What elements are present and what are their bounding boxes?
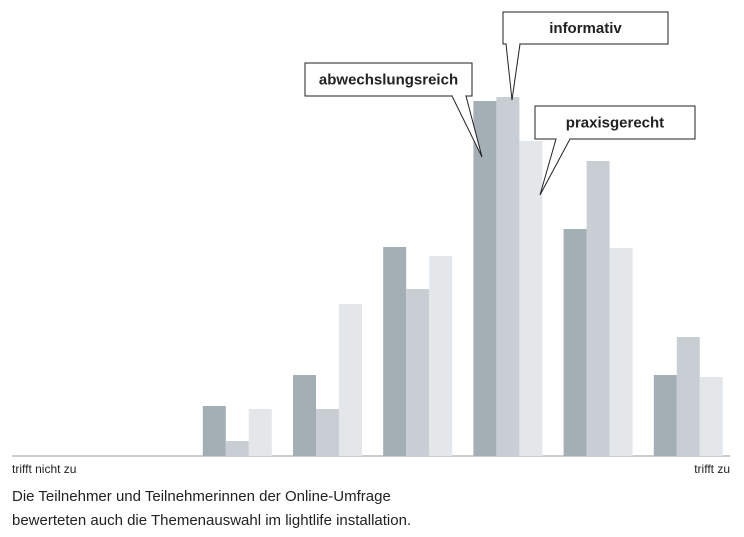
bar bbox=[519, 141, 543, 456]
bar bbox=[406, 289, 430, 456]
callout-pointer bbox=[451, 95, 483, 158]
bar bbox=[653, 375, 677, 456]
bar bbox=[609, 248, 633, 456]
callout-box bbox=[502, 11, 669, 45]
bar bbox=[676, 337, 700, 456]
callout-pointer bbox=[539, 138, 571, 196]
legend-label: praxisgerecht bbox=[566, 114, 664, 131]
callout-box bbox=[534, 105, 696, 140]
callout-pointer bbox=[505, 43, 521, 101]
caption-line: bewerteten auch die Themenauswahl im lig… bbox=[12, 512, 411, 529]
x-tick-label: trifft zu bbox=[694, 462, 730, 476]
legend-label: abwechslungsreich bbox=[319, 71, 458, 88]
bar bbox=[496, 97, 520, 456]
bar bbox=[248, 409, 272, 456]
bar bbox=[429, 256, 453, 456]
bar bbox=[202, 406, 226, 456]
bar bbox=[339, 304, 362, 456]
bar bbox=[563, 229, 587, 456]
bar bbox=[699, 377, 723, 456]
bar bbox=[293, 375, 316, 456]
callout-box bbox=[304, 62, 473, 97]
legend-label: informativ bbox=[549, 20, 622, 37]
bar bbox=[316, 409, 339, 456]
bar bbox=[473, 101, 497, 456]
bar bbox=[586, 161, 610, 456]
bar bbox=[383, 247, 407, 456]
caption-line: Die Teilnehmer und Teilnehmerinnen der O… bbox=[12, 488, 391, 505]
x-tick-label: trifft nicht zu bbox=[12, 462, 76, 476]
bar bbox=[225, 441, 249, 456]
